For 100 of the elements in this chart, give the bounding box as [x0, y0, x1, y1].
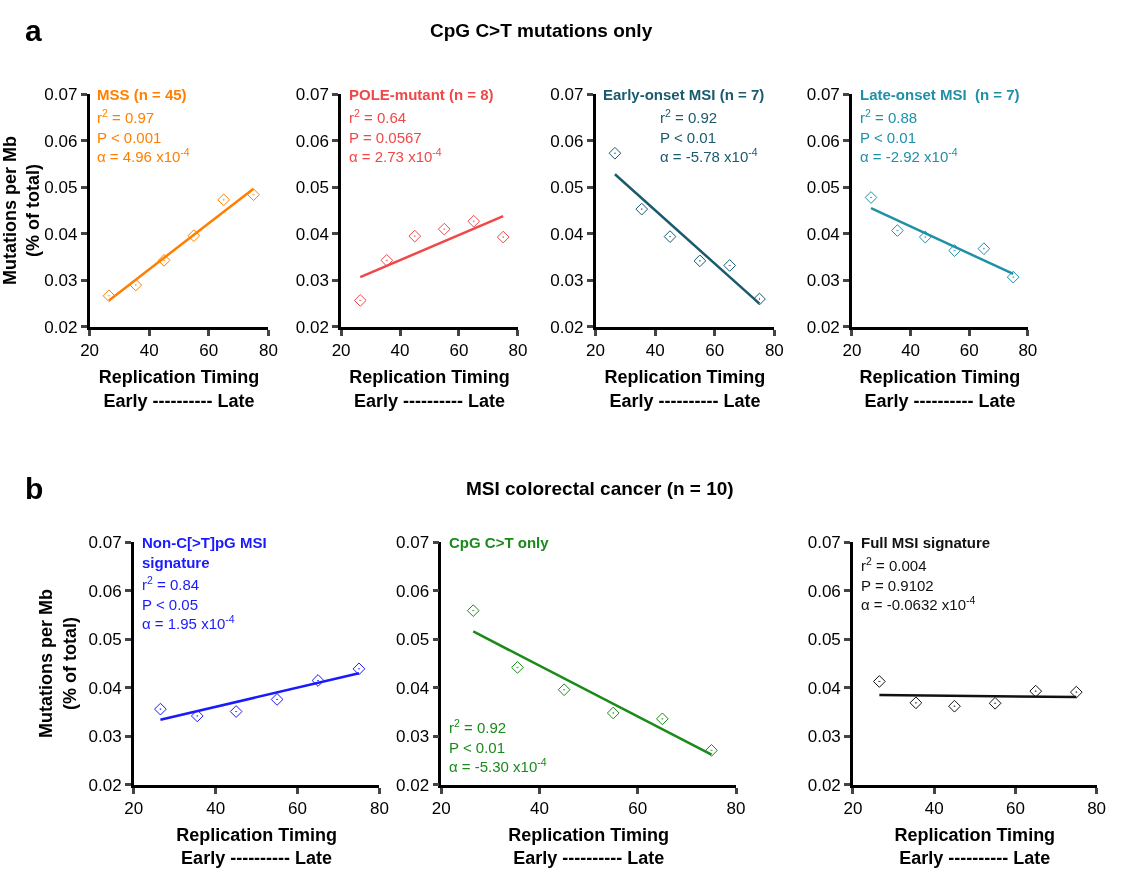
point — [606, 706, 620, 720]
point — [408, 229, 422, 243]
y-tick-label: 0.06 — [396, 581, 430, 601]
y-tick-label: 0.05 — [295, 178, 329, 198]
x-tick-label: 60 — [449, 341, 469, 361]
point — [380, 254, 394, 267]
point — [1006, 270, 1020, 284]
point — [129, 278, 143, 292]
x-tick-label: 20 — [124, 798, 144, 818]
point — [948, 244, 961, 257]
y-tick-label: 0.02 — [806, 317, 840, 337]
point — [270, 693, 284, 706]
x-tick-label: 40 — [390, 341, 410, 361]
y-tick-label: 0.05 — [396, 630, 430, 650]
x-tick-label: 40 — [901, 341, 921, 361]
point — [1029, 684, 1043, 698]
point — [247, 188, 260, 202]
x-axis-title: Replication Timing Early ---------- Late — [604, 367, 766, 411]
x-axis-title: Replication Timing Early ---------- Late — [98, 367, 260, 411]
y-tick-label: 0.05 — [44, 178, 78, 198]
point — [352, 662, 366, 676]
text: r$^{2}$ = 0.84 P < 0.05 α = 1.95 x10$^{-4}$ — [142, 574, 235, 633]
y-tick-label: 0.04 — [44, 224, 78, 244]
y-tick-label: 0.05 — [88, 630, 122, 650]
point — [102, 289, 116, 303]
x-tick-label: 80 — [258, 341, 278, 361]
text: b — [25, 472, 44, 505]
point — [918, 230, 932, 244]
y-tick-label: 0.02 — [807, 775, 841, 795]
y-tick-label: 0.06 — [295, 131, 329, 151]
text: Early-onset MSI (n = 7) — [603, 86, 765, 103]
x-tick-label: 60 — [199, 341, 219, 361]
y-tick-label: 0.07 — [550, 85, 584, 105]
y-tick-label: 0.02 — [44, 317, 78, 337]
text: MSS (n = 45) — [97, 86, 187, 103]
point — [723, 259, 737, 272]
point — [656, 712, 669, 726]
x-tick-label: 80 — [764, 341, 784, 361]
y-tick-label: 0.07 — [807, 533, 841, 553]
y-tick-label: 0.03 — [806, 271, 840, 291]
y-tick-label: 0.03 — [396, 727, 430, 747]
point — [705, 744, 718, 757]
x-axis-title: Replication Timing Early ---------- Late — [508, 825, 670, 869]
point — [977, 242, 991, 256]
y-tick-label: 0.03 — [807, 727, 841, 747]
x-tick-label: 20 — [431, 798, 451, 818]
y-axis-title: Mutations per Mb (% of total) — [36, 589, 80, 739]
y-tick-label: 0.03 — [88, 727, 122, 747]
point — [496, 230, 510, 244]
x-tick-label: 40 — [530, 798, 550, 818]
point — [557, 683, 571, 697]
x-tick-label: 20 — [843, 798, 863, 818]
point — [229, 705, 243, 718]
y-tick-label: 0.03 — [295, 271, 329, 291]
chart-title: MSI colorectal cancer (n = 10) — [466, 478, 734, 499]
point — [154, 702, 167, 716]
text: Full MSI signature — [861, 534, 991, 551]
chart-title: CpG C>T mutations only — [430, 20, 653, 41]
x-tick-label: 80 — [1087, 798, 1107, 818]
y-tick-label: 0.07 — [806, 85, 840, 105]
point — [663, 230, 677, 243]
y-tick-label: 0.04 — [807, 678, 841, 698]
x-tick-label: 80 — [1018, 341, 1038, 361]
point — [873, 675, 886, 688]
text: Late-onset MSI (n = 7) — [860, 86, 1020, 103]
point — [864, 191, 878, 204]
point — [353, 294, 367, 307]
y-tick-label: 0.02 — [550, 317, 584, 337]
x-tick-label: 20 — [331, 341, 351, 361]
text: r$^{2}$ = 0.92 P < 0.01 α = -5.30 x10$^{-4}$ — [449, 717, 547, 776]
point — [437, 222, 451, 236]
point — [157, 254, 171, 267]
y-tick-label: 0.05 — [807, 630, 841, 650]
y-tick-label: 0.03 — [550, 271, 584, 291]
point — [511, 661, 524, 674]
y-tick-label: 0.04 — [550, 224, 584, 244]
y-tick-label: 0.03 — [44, 271, 78, 291]
x-axis-title: Replication Timing Early ---------- Late — [349, 367, 510, 411]
x-axis-title: Replication Timing Early ---------- Late — [894, 825, 1056, 869]
y-tick-label: 0.02 — [295, 317, 329, 337]
text: a — [25, 14, 42, 47]
y-tick-label: 0.06 — [88, 581, 122, 601]
point — [608, 146, 622, 160]
point — [891, 224, 904, 237]
point — [187, 229, 201, 243]
y-tick-label: 0.02 — [88, 775, 122, 795]
y-tick-label: 0.06 — [550, 131, 584, 151]
y-tick-label: 0.06 — [806, 131, 840, 151]
x-tick-label: 20 — [842, 341, 862, 361]
y-tick-label: 0.04 — [295, 224, 329, 244]
text: CpG C>T only — [449, 534, 550, 551]
text: r$^{2}$ = 0.97 P < 0.001 α = 4.96 x10$^{-4}$ — [97, 107, 190, 166]
x-tick-label: 60 — [288, 798, 308, 818]
point — [753, 292, 766, 306]
text: r$^{2}$ = 0.64 P = 0.0567 α = 2.73 x10$^{-4}$ — [349, 107, 442, 166]
x-tick-label: 40 — [924, 798, 944, 818]
point — [311, 674, 325, 687]
y-tick-label: 0.02 — [396, 775, 430, 795]
text: r$^{2}$ = 0.88 P < 0.01 α = -2.92 x10$^{-4}$ — [860, 107, 958, 166]
x-tick-label: 80 — [508, 341, 528, 361]
